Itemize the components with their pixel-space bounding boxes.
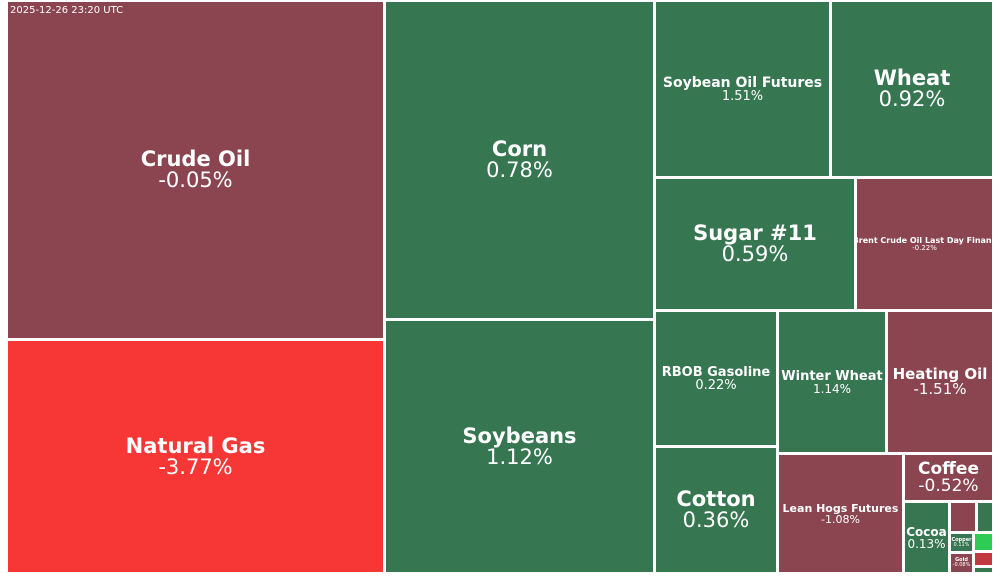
tile-natural-gas[interactable]: Natural Gas -3.77% [7,340,384,573]
tile-change: -3.77% [158,454,233,479]
tile-change: 1.14% [812,381,852,396]
tile-soybean-oil-futures[interactable]: Soybean Oil Futures 1.51% [655,1,830,177]
tile-name: Soybean Oil Futures [662,74,823,91]
tile-change: -1.08% [821,512,860,526]
tile-name: Crude Oil [140,147,251,171]
tile-change: -0.05% [158,168,233,192]
tile-name: Copper [951,536,972,543]
tile-unlabeled-18[interactable] [974,533,993,551]
tile-brent-crude-oil-last-day-financ[interactable]: Brent Crude Oil Last Day Financ -0.22% [856,178,993,310]
tile-name: Brent Crude Oil Last Day Financ [856,235,993,245]
tile-unlabeled-15[interactable] [950,502,976,532]
tile-change: 0.92% [878,87,946,111]
tile-change: 1.12% [486,444,553,469]
tile-change: 0.22% [695,377,737,393]
tile-winter-wheat[interactable]: Winter Wheat 1.14% [778,311,886,453]
tile-change: 0.13% [907,536,946,551]
tile-change: 0.78% [486,158,553,182]
tile-name: Heating Oil [892,365,988,383]
tile-change: -0.52% [918,475,979,496]
tile-name: Natural Gas [125,433,266,458]
tile-crude-oil[interactable]: Crude Oil -0.05% [7,1,384,339]
tile-name: Winter Wheat [781,368,883,384]
tile-name: Corn [491,137,548,161]
tile-gold[interactable]: Gold -0.08% [950,553,973,573]
tile-rbob-gasoline[interactable]: RBOB Gasoline 0.22% [655,311,777,446]
tile-sugar-11[interactable]: Sugar #11 0.59% [655,178,855,310]
timestamp: 2025-12-26 23:20 UTC [10,5,124,16]
tile-name: Wheat [873,66,951,90]
tile-change: 0.59% [721,242,789,266]
tile-change: 0.36% [682,508,750,532]
tile-name: Coffee [918,458,979,479]
tile-change: -0.22% [912,243,937,252]
tile-change: -0.08% [952,562,971,568]
tile-lean-hogs-futures[interactable]: Lean Hogs Futures -1.08% [778,454,903,573]
tile-copper[interactable]: Copper 0.11% [950,533,973,552]
tile-change: -1.51% [913,380,967,398]
tile-cocoa[interactable]: Cocoa 0.13% [904,502,949,573]
tile-change: 0.11% [953,541,970,548]
tile-corn[interactable]: Corn 0.78% [385,1,654,319]
tile-name: RBOB Gasoline [661,364,771,380]
tile-coffee[interactable]: Coffee -0.52% [904,454,993,501]
tile-wheat[interactable]: Wheat 0.92% [831,1,993,177]
tile-name: Sugar #11 [693,221,817,245]
tile-heating-oil[interactable]: Heating Oil -1.51% [887,311,993,453]
tile-unlabeled-16[interactable] [977,502,993,532]
tile-cotton[interactable]: Cotton 0.36% [655,447,777,573]
tile-unlabeled-21[interactable] [974,567,993,573]
tile-soybeans[interactable]: Soybeans 1.12% [385,320,654,573]
tile-name: Soybeans [462,423,577,448]
tile-change: 1.51% [721,88,764,104]
tile-name: Cocoa [906,524,947,539]
tile-unlabeled-20[interactable] [974,552,993,566]
tile-name: Gold [955,557,968,563]
tile-name: Lean Hogs Futures [782,501,899,515]
tile-name: Cotton [676,487,756,511]
